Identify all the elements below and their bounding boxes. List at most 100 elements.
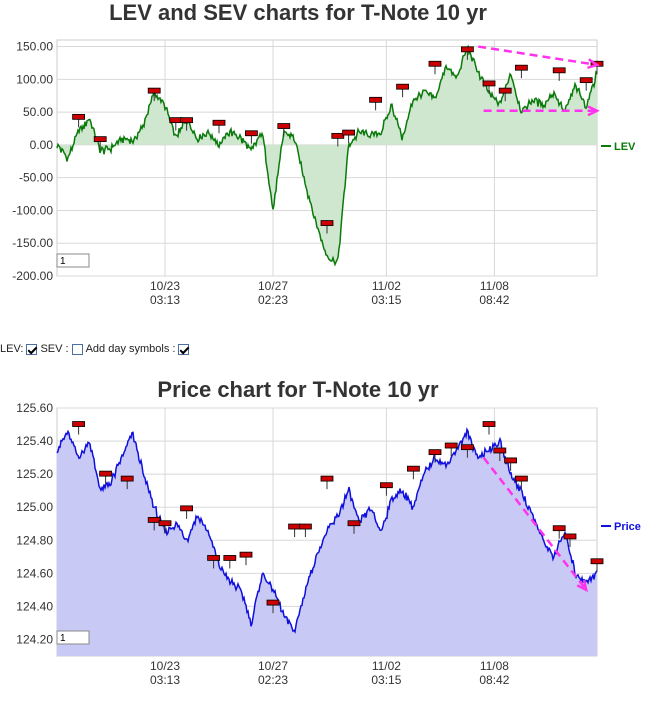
price-y-tick-label: 124.40	[16, 599, 53, 613]
price-y-tick-label: 125.60	[16, 401, 53, 415]
lev-day-marker	[342, 129, 356, 144]
price-day-markers	[72, 421, 604, 614]
lev-y-tick-label: 100.00	[16, 72, 53, 86]
lev-y-tick-label: -50.00	[19, 171, 53, 185]
lev-day-marker	[460, 46, 474, 60]
lev-day-marker	[482, 80, 496, 94]
lev-y-tick-label: 0.00	[30, 138, 54, 152]
price-x-tick-time: 08:42	[479, 673, 509, 687]
lev-y-tick-label: -200.00	[12, 269, 53, 283]
lev-day-marker	[515, 64, 528, 79]
sev-checkbox[interactable]	[71, 343, 83, 355]
price-page-number: 1	[60, 633, 66, 644]
price-chart-title: Price chart for T-Note 10 yr	[157, 377, 439, 402]
lev-y-tick-label: 150.00	[16, 40, 53, 54]
lev-day-marker	[331, 132, 345, 147]
price-series-line	[56, 427, 598, 634]
lev-day-marker	[147, 87, 161, 102]
lev-day-marker	[244, 130, 258, 144]
price-day-marker	[444, 442, 458, 457]
lev-day-markers	[72, 46, 604, 234]
price-dashed-arrow	[482, 456, 588, 593]
lev-day-marker	[552, 67, 566, 81]
price-day-marker	[482, 421, 496, 435]
price-day-marker	[552, 525, 566, 539]
price-grid	[56, 407, 598, 657]
price-day-marker	[347, 520, 361, 534]
lev-day-marker	[498, 87, 512, 102]
lev-day-marker	[93, 136, 107, 150]
price-day-marker	[72, 421, 85, 435]
price-y-axis: 125.60 125.40 125.20 125.00 124.80 124.60 124.…	[16, 401, 53, 646]
lev-plot	[56, 44, 598, 267]
price-day-marker	[288, 523, 302, 538]
lev-x-tick-date: 11/02	[372, 279, 401, 293]
price-day-marker	[266, 599, 280, 614]
lev-chart-title: LEV and SEV charts for T-Note 10 yr	[109, 0, 487, 25]
price-day-marker	[590, 558, 604, 572]
lev-checkbox[interactable]	[26, 343, 38, 355]
price-day-marker	[99, 470, 112, 485]
price-plot	[56, 427, 598, 656]
lev-day-marker	[320, 220, 334, 234]
price-day-marker	[379, 482, 393, 496]
lev-day-marker	[212, 119, 226, 134]
price-plot-frame	[56, 407, 598, 657]
lev-toggle-label: LEV:	[0, 343, 24, 355]
price-day-marker	[515, 475, 528, 490]
price-day-marker	[428, 449, 442, 463]
lev-chart: LEV and SEV charts for T-Note 10 yr 150.…	[12, 0, 636, 307]
price-day-marker	[406, 465, 420, 480]
price-y-tick-label: 124.60	[16, 566, 53, 580]
lev-x-tick-date: 10/27	[258, 279, 288, 293]
lev-x-tick-time: 02:23	[258, 293, 288, 307]
lev-y-tick-label: -150.00	[12, 236, 53, 250]
price-area-fill	[57, 429, 597, 656]
lev-x-tick-date: 10/23	[150, 279, 180, 293]
lev-day-marker	[396, 83, 410, 98]
lev-y-tick-label: 50.00	[23, 105, 53, 119]
price-day-marker	[493, 447, 507, 461]
price-day-marker	[460, 444, 474, 458]
lev-dashed-arrow	[483, 105, 600, 117]
price-x-tick-time: 03:15	[371, 673, 401, 687]
lev-legend-label: LEV	[614, 141, 636, 153]
price-page-box[interactable]	[56, 630, 90, 645]
price-day-marker	[223, 555, 237, 569]
price-day-marker	[147, 517, 161, 531]
lev-page-box[interactable]	[56, 253, 90, 268]
chart-controls: LEV: SEV : Add day symbols :	[0, 340, 192, 358]
lev-page-number: 1	[60, 256, 66, 267]
lev-day-marker	[428, 60, 442, 75]
price-y-tick-label: 125.20	[16, 467, 53, 481]
price-x-tick-date: 11/08	[480, 659, 509, 673]
price-day-marker	[563, 533, 577, 547]
lev-area-fill	[57, 46, 597, 265]
price-x-tick-date: 11/02	[372, 659, 401, 673]
price-day-marker	[158, 520, 172, 534]
lev-trend-arrows	[478, 45, 600, 117]
price-day-marker	[504, 457, 518, 471]
price-x-tick-date: 10/27	[258, 659, 288, 673]
lev-y-axis: 150.00 100.00 50.00 0.00 -50.00 -100.00 -150.0…	[12, 40, 53, 283]
price-day-marker	[207, 555, 221, 569]
price-legend: Price	[601, 521, 641, 533]
price-day-marker	[298, 523, 312, 538]
price-day-marker	[120, 475, 134, 490]
lev-day-marker	[180, 117, 194, 131]
lev-dashed-arrow	[478, 45, 600, 70]
price-trend-arrow	[482, 456, 588, 593]
price-x-tick-time: 03:13	[150, 673, 180, 687]
sev-toggle-label: SEV :	[40, 343, 69, 355]
price-y-tick-label: 124.80	[16, 533, 53, 547]
price-day-marker	[320, 475, 334, 490]
lev-series-line	[56, 44, 598, 267]
lev-x-tick-time: 03:13	[150, 293, 180, 307]
price-y-tick-label: 125.40	[16, 434, 53, 448]
day-symbols-checkbox[interactable]	[178, 343, 190, 355]
price-day-marker	[180, 505, 194, 519]
price-y-tick-label: 125.00	[16, 500, 53, 514]
day-symbols-label: Add day symbols :	[85, 343, 176, 355]
